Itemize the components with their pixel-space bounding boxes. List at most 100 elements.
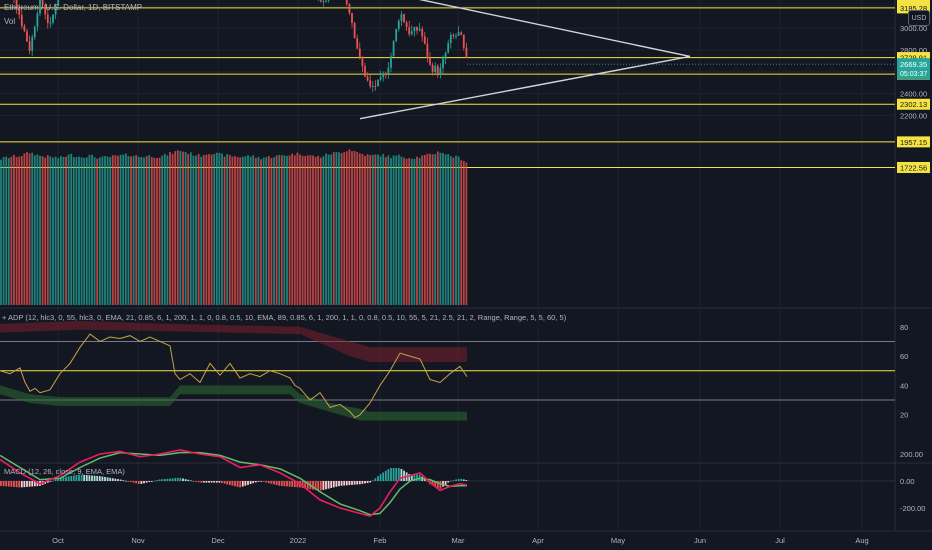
volume-bar bbox=[67, 154, 70, 305]
macd-histogram-bar bbox=[361, 481, 364, 484]
macd-histogram-bar bbox=[96, 475, 99, 481]
macd-histogram-bar bbox=[218, 481, 221, 483]
macd-histogram-bar bbox=[403, 470, 405, 481]
candle-body bbox=[44, 4, 47, 15]
volume-bar bbox=[26, 152, 28, 305]
macd-histogram-bar bbox=[187, 479, 190, 481]
volume-bar bbox=[85, 157, 88, 305]
candle-body bbox=[33, 26, 36, 38]
volume-bar bbox=[145, 156, 148, 305]
volume-bar bbox=[158, 157, 161, 305]
volume-bar bbox=[49, 156, 52, 305]
macd-histogram-bar bbox=[449, 480, 452, 482]
candle-body bbox=[327, 0, 330, 1]
volume-bar bbox=[314, 156, 317, 305]
macd-signal-line bbox=[0, 451, 467, 516]
volume-bar bbox=[335, 152, 338, 305]
adp-upper-band bbox=[0, 320, 467, 362]
candle-body bbox=[361, 56, 364, 67]
volume-bar bbox=[340, 153, 343, 305]
volume-bar bbox=[187, 154, 190, 305]
macd-histogram-bar bbox=[353, 481, 356, 485]
volume-bar bbox=[408, 158, 411, 305]
volume-bar bbox=[405, 158, 408, 305]
macd-histogram-bar bbox=[351, 481, 353, 485]
macd-histogram-bar bbox=[439, 481, 442, 489]
volume-bar bbox=[374, 154, 377, 305]
level-price-badge-text: 1957.15 bbox=[900, 138, 927, 147]
volume-bar bbox=[442, 152, 444, 305]
volume-bar bbox=[171, 153, 174, 305]
volume-bar bbox=[371, 154, 374, 305]
macd-histogram-bar bbox=[455, 479, 457, 481]
volume-bar bbox=[397, 154, 400, 305]
volume-bar bbox=[215, 152, 218, 305]
candle-body bbox=[416, 27, 418, 31]
volume-bar bbox=[161, 155, 164, 305]
candle-body bbox=[395, 28, 398, 42]
volume-bar bbox=[351, 151, 353, 305]
macd-histogram-bar bbox=[57, 478, 60, 481]
candle-body bbox=[397, 20, 400, 29]
candle-body bbox=[460, 32, 463, 35]
adp-axis-tick: 40 bbox=[900, 381, 908, 390]
candle-body bbox=[319, 0, 322, 2]
macd-histogram-bar bbox=[273, 481, 275, 485]
macd-histogram-bar bbox=[384, 470, 387, 481]
volume-bar bbox=[447, 154, 450, 305]
volume-bar bbox=[457, 156, 460, 305]
macd-histogram-bar bbox=[241, 481, 244, 487]
volume-bar bbox=[127, 155, 130, 305]
volume-bar bbox=[226, 153, 229, 305]
candle-body bbox=[444, 52, 447, 59]
macd-histogram-bar bbox=[400, 468, 403, 481]
adp-lower-band bbox=[0, 385, 467, 421]
volume-bar bbox=[62, 156, 65, 305]
volume-bar bbox=[36, 154, 39, 305]
macd-histogram-bar bbox=[46, 481, 49, 483]
volume-bar bbox=[96, 158, 99, 305]
level-price-badge bbox=[897, 98, 930, 110]
macd-histogram-bar bbox=[67, 476, 70, 481]
candle-body bbox=[18, 7, 21, 15]
volume-bar bbox=[236, 157, 239, 305]
macd-histogram-bar bbox=[124, 480, 127, 482]
macd-histogram-bar bbox=[184, 479, 187, 481]
macd-indicator-label[interactable]: MACD (12, 26, close, 9, EMA, EMA) bbox=[4, 467, 125, 476]
volume-bar bbox=[59, 156, 62, 305]
currency-badge[interactable]: USD bbox=[908, 10, 930, 26]
volume-bar bbox=[364, 155, 366, 305]
macd-histogram-bar bbox=[358, 481, 361, 485]
macd-histogram-bar bbox=[335, 481, 338, 487]
volume-bar bbox=[189, 152, 192, 305]
candle-body bbox=[455, 35, 457, 37]
macd-histogram-bar bbox=[52, 480, 54, 482]
time-axis-label: Oct bbox=[52, 536, 65, 545]
volume-bar bbox=[46, 155, 49, 305]
volume-bar bbox=[257, 156, 260, 305]
macd-histogram-bar bbox=[33, 481, 36, 487]
candle-body bbox=[421, 28, 424, 37]
level-price-badge-text: 2729.91 bbox=[900, 54, 927, 63]
macd-histogram-bar bbox=[106, 477, 109, 481]
macd-histogram-bar bbox=[221, 481, 223, 484]
macd-histogram-bar bbox=[447, 481, 450, 483]
adp-indicator-label[interactable]: + ADP (12, hlc3, 0, 55, hlc3, 0, EMA, 21… bbox=[2, 313, 567, 322]
volume-bar bbox=[421, 155, 424, 305]
macd-histogram-bar bbox=[208, 481, 210, 483]
macd-axis-tick: 200.00 bbox=[900, 450, 923, 459]
macd-histogram-bar bbox=[257, 481, 260, 482]
macd-histogram-bar bbox=[104, 476, 106, 481]
macd-histogram-bar bbox=[327, 481, 330, 489]
macd-histogram-bar bbox=[325, 481, 327, 490]
macd-histogram-bar bbox=[179, 477, 182, 481]
volume-bar bbox=[455, 155, 457, 305]
level-price-badge bbox=[897, 2, 930, 14]
macd-histogram-bar bbox=[460, 478, 463, 481]
macd-histogram-bar bbox=[114, 478, 117, 481]
candle-body bbox=[434, 65, 437, 72]
macd-histogram-bar bbox=[26, 481, 28, 487]
volume-bar bbox=[223, 156, 226, 305]
macd-histogram-bar bbox=[369, 481, 372, 483]
